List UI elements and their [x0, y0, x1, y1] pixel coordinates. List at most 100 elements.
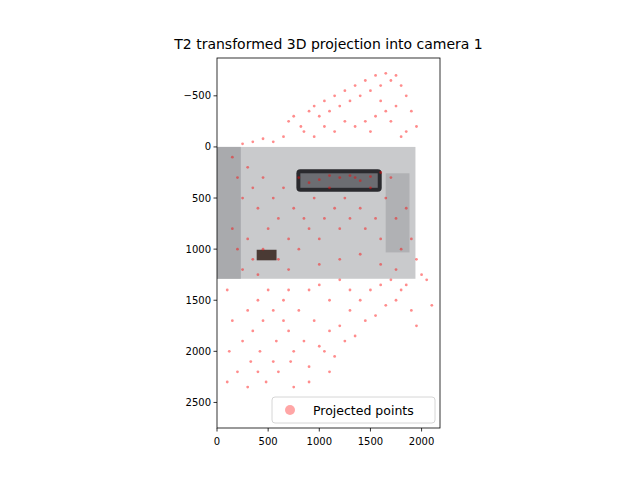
- point: [389, 120, 392, 123]
- point: [415, 324, 418, 327]
- point: [231, 227, 234, 230]
- point: [395, 74, 398, 77]
- point: [343, 340, 346, 343]
- point: [328, 299, 331, 302]
- point: [313, 197, 316, 200]
- y-tick: [214, 198, 218, 199]
- point: [379, 263, 382, 266]
- point: [379, 284, 382, 287]
- point: [384, 304, 387, 307]
- point: [354, 125, 357, 128]
- point: [226, 289, 229, 292]
- point: [359, 299, 362, 302]
- point: [384, 110, 387, 113]
- point: [303, 130, 306, 133]
- point: [287, 268, 290, 271]
- point: [410, 309, 413, 312]
- point: [369, 186, 372, 189]
- point: [249, 360, 252, 363]
- point: [231, 319, 234, 322]
- point: [323, 100, 326, 103]
- point: [251, 140, 254, 143]
- x-tick: [319, 428, 320, 432]
- point: [277, 370, 280, 373]
- point: [299, 125, 302, 128]
- point: [251, 186, 254, 189]
- point: [389, 79, 392, 82]
- point: [364, 79, 367, 82]
- point: [328, 330, 331, 333]
- legend-label: Projected points: [313, 403, 414, 418]
- point: [241, 197, 244, 200]
- point: [389, 176, 392, 179]
- point: [267, 227, 270, 230]
- point: [308, 289, 311, 292]
- y-tick: [214, 402, 218, 403]
- x-tick-label: 500: [259, 436, 278, 447]
- x-tick: [268, 428, 269, 432]
- point: [328, 186, 331, 189]
- image-base: [217, 147, 415, 279]
- legend-marker: [285, 405, 295, 415]
- image-grille-inner: [300, 173, 377, 188]
- point: [364, 227, 367, 230]
- point: [400, 135, 403, 138]
- point: [328, 110, 331, 113]
- point: [318, 345, 321, 348]
- point: [395, 217, 398, 220]
- legend: Projected points: [272, 397, 435, 423]
- point: [379, 171, 382, 174]
- y-tick-label: 1500: [186, 295, 211, 306]
- point: [272, 140, 275, 143]
- point: [354, 176, 357, 179]
- frame: [217, 58, 440, 428]
- point: [323, 350, 326, 353]
- x-tick-label: 1500: [358, 436, 383, 447]
- point: [369, 289, 372, 292]
- point: [262, 137, 265, 140]
- point: [359, 207, 362, 210]
- point: [292, 350, 295, 353]
- point: [287, 330, 290, 333]
- y-tick-label: 1000: [186, 244, 211, 255]
- point: [308, 381, 311, 384]
- point: [415, 125, 418, 128]
- y-tick-label: 500: [192, 193, 211, 204]
- point: [303, 340, 306, 343]
- point: [338, 278, 341, 281]
- point: [328, 174, 331, 177]
- point: [333, 355, 336, 358]
- point: [405, 130, 408, 133]
- point: [287, 289, 290, 292]
- point: [318, 238, 321, 241]
- point: [292, 115, 295, 118]
- point: [384, 72, 387, 75]
- point: [251, 330, 254, 333]
- point: [395, 299, 398, 302]
- point: [359, 94, 362, 97]
- point: [287, 120, 290, 123]
- point: [277, 258, 280, 261]
- x-tick-label: 1000: [307, 436, 332, 447]
- point: [379, 100, 382, 103]
- point: [410, 110, 413, 113]
- point: [323, 217, 326, 220]
- point: [272, 360, 275, 363]
- point: [379, 84, 382, 87]
- point: [313, 105, 316, 108]
- point: [369, 130, 372, 133]
- point: [267, 289, 270, 292]
- point: [338, 258, 341, 261]
- point: [262, 248, 265, 251]
- point: [262, 319, 265, 322]
- point: [349, 289, 352, 292]
- point: [228, 350, 231, 353]
- point: [262, 176, 265, 179]
- point: [308, 181, 311, 184]
- point: [338, 105, 341, 108]
- x-tick: [421, 428, 422, 432]
- image-wall: [217, 147, 241, 279]
- point: [282, 135, 285, 138]
- point: [246, 166, 249, 169]
- point: [272, 197, 275, 200]
